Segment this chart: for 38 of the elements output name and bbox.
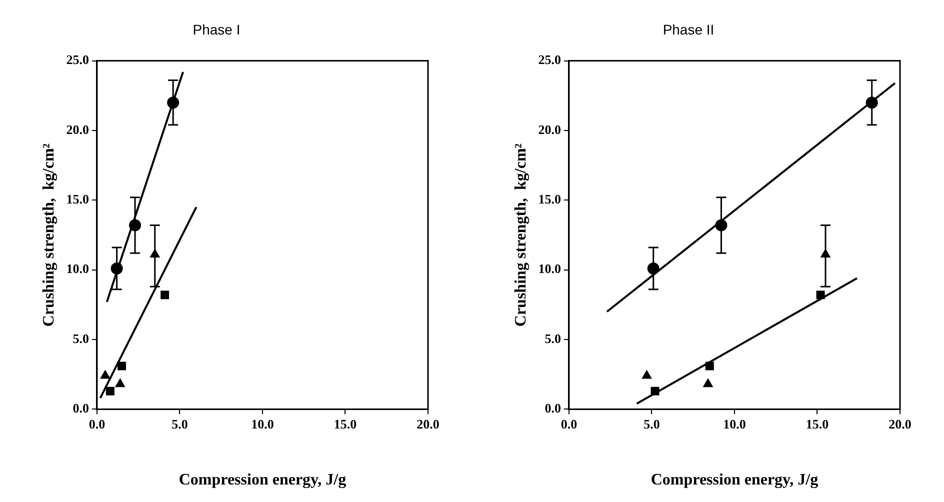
y-tick-label: 20.0	[538, 122, 561, 137]
y-tick-label: 10.0	[66, 261, 89, 276]
point	[160, 290, 170, 300]
point	[114, 378, 126, 388]
x-axis-title: Compression energy, J/g	[178, 472, 346, 489]
y-axis-title: Crushing strength, kg/cm²	[40, 143, 58, 327]
x-tick-label: 20.0	[888, 416, 912, 432]
x-tick-label: 15.0	[806, 416, 829, 432]
y-tick-label: 0.0	[544, 400, 561, 416]
chart-title: Phase II	[662, 21, 714, 38]
y-tick-label: 0.0	[72, 400, 89, 416]
y-tick-label: 25.0	[538, 52, 561, 68]
y-tick-label: 5.0	[72, 330, 89, 346]
x-tick-label: 5.0	[644, 416, 660, 432]
point	[100, 370, 110, 379]
y-tick-label: 10.0	[538, 261, 561, 276]
y-tick-label: 15.0	[66, 192, 89, 207]
point	[816, 290, 825, 300]
chart-title: Phase I	[192, 21, 240, 38]
y-axis-title: Crushing strength, kg/cm²	[512, 143, 530, 327]
x-tick-label: 10.0	[251, 416, 274, 432]
y-tick-label: 25.0	[66, 52, 89, 68]
point	[106, 386, 114, 396]
x-axis-title: Compression energy, J/g	[650, 472, 818, 489]
x-tick-label: 15.0	[334, 416, 357, 432]
x-tick-label: 0.0	[560, 416, 578, 432]
x-tick-label: 5.0	[172, 416, 188, 432]
y-tick-label: 15.0	[538, 192, 561, 207]
x-tick-label: 20.0	[416, 416, 440, 432]
y-tick-label: 5.0	[544, 330, 561, 346]
point	[702, 378, 714, 388]
x-tick-label: 10.0	[723, 416, 746, 432]
point	[705, 362, 714, 370]
y-tick-label: 20.0	[66, 122, 89, 137]
point	[118, 362, 126, 370]
x-tick-label: 0.0	[88, 416, 106, 432]
point	[650, 386, 660, 396]
point	[642, 370, 652, 379]
